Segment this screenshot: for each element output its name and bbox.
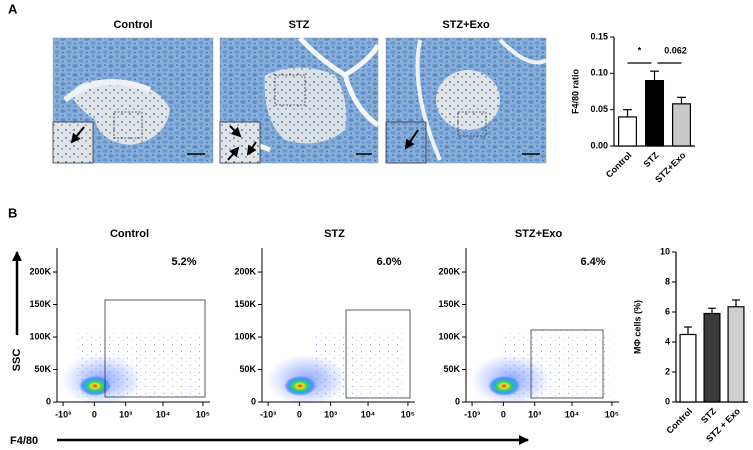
gate-label: 6.0%	[376, 256, 401, 268]
x-tick-label: 10⁵	[196, 409, 210, 419]
y-tick-label: 150K	[29, 299, 51, 309]
density-core	[79, 376, 111, 396]
y-tick-label: 200K	[438, 266, 460, 276]
x-tick-label: Control	[664, 406, 694, 436]
x-tick-label: 0	[501, 409, 506, 419]
significance-label: 0.062	[664, 45, 687, 55]
micrograph	[219, 36, 381, 164]
flow-title: Control	[110, 228, 149, 240]
y-axis-label: F4/80 ratio	[570, 68, 580, 114]
bar	[727, 306, 745, 403]
significance-label: *	[638, 45, 642, 55]
flow-title: STZ	[324, 228, 345, 240]
gate	[104, 299, 206, 398]
y-tick-label: 0.00	[590, 140, 608, 150]
bar	[617, 116, 638, 147]
y-tick-label: 4	[665, 336, 670, 346]
y-tick-label: 8	[665, 276, 670, 286]
gate	[530, 329, 604, 399]
bar	[703, 312, 721, 403]
x-tick-label: 0	[92, 409, 97, 419]
y-tick-label: 0.05	[590, 104, 608, 114]
flow-y-label: SSC	[11, 349, 23, 372]
x-tick-label: 0	[297, 409, 302, 419]
y-tick-label: 50K	[34, 364, 51, 374]
x-tick-label: 10⁴	[361, 409, 375, 419]
x-tick-label: 10³	[119, 409, 132, 419]
panel-label: B	[8, 205, 17, 220]
y-tick-label: 10	[660, 246, 670, 256]
y-tick-label: 100K	[438, 331, 460, 341]
panel-label: A	[8, 1, 18, 16]
micrograph-title: STZ+Exo	[442, 19, 490, 31]
x-tick-label: STZ	[642, 150, 661, 169]
micrograph	[385, 37, 548, 164]
x-tick-label: STZ	[699, 406, 718, 425]
y-tick-label: 6	[665, 306, 670, 316]
gate-label: 5.2%	[171, 256, 196, 268]
y-tick-label: 100K	[234, 331, 256, 341]
x-tick-label: 10⁵	[605, 409, 619, 419]
y-tick-label: 2	[665, 366, 670, 376]
y-tick-label: 0	[665, 396, 670, 406]
density-core	[488, 376, 520, 396]
y-tick-label: 50K	[443, 364, 460, 374]
y-tick-label: 0	[46, 396, 51, 406]
x-tick-label: 10⁴	[565, 409, 579, 419]
flow-title: STZ+Exo	[515, 228, 563, 240]
micrograph-title: STZ	[289, 19, 310, 31]
y-axis-label: MΦ cells (%)	[632, 300, 642, 354]
y-tick-label: 50K	[239, 364, 256, 374]
bar	[679, 333, 697, 403]
x-tick-label: 10⁵	[401, 409, 415, 419]
y-tick-label: 200K	[29, 266, 51, 276]
x-tick-label: 10⁴	[156, 409, 170, 419]
density-core	[284, 376, 316, 396]
x-tick-label: -10³	[55, 409, 71, 419]
y-tick-label: 0	[251, 396, 256, 406]
y-tick-label: 200K	[234, 266, 256, 276]
x-tick-label: 10³	[324, 409, 337, 419]
y-tick-label: 0.15	[590, 31, 608, 41]
x-tick-label: -10³	[464, 409, 480, 419]
micrograph	[52, 37, 214, 164]
bar	[671, 103, 692, 147]
x-tick-label: -10³	[260, 409, 276, 419]
gate-label: 6.4%	[580, 256, 605, 268]
micrograph-title: Control	[113, 19, 152, 31]
y-tick-label: 100K	[29, 331, 51, 341]
y-tick-label: 150K	[438, 299, 460, 309]
bar	[644, 79, 665, 147]
y-tick-label: 150K	[234, 299, 256, 309]
y-tick-label: 0	[455, 396, 460, 406]
y-tick-label: 0.10	[590, 68, 608, 78]
gate	[345, 309, 411, 399]
x-tick-label: 10³	[528, 409, 541, 419]
x-tick-label: Control	[604, 150, 634, 180]
flow-x-label: F4/80	[10, 435, 38, 447]
